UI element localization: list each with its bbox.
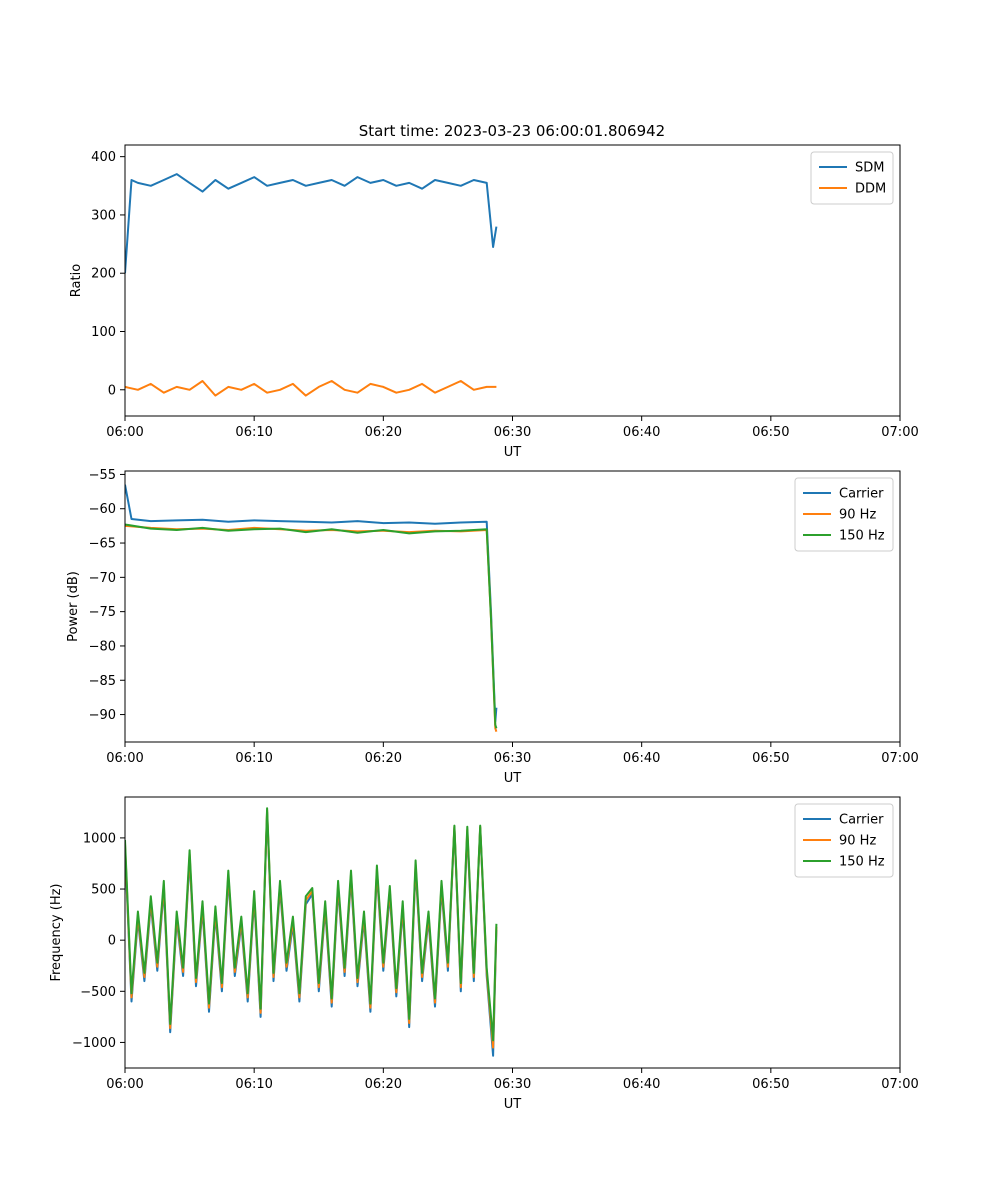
chart-panel-3: 06:00 06:10 06:20 06:30 06:40 06:50 07:00 1000 5…	[49, 796, 919, 1112]
x-tick-label: 06:40	[623, 751, 660, 766]
chart-panel-2: 06:00 06:10 06:20 06:30 06:40 06:50 07:00 −55 −6…	[66, 468, 919, 786]
y-tick-label: 500	[91, 883, 116, 898]
x-tick-label: 06:30	[494, 1077, 531, 1092]
legend-box	[794, 477, 894, 552]
y-axis-label: Frequency (Hz)	[49, 883, 64, 981]
legend-box	[794, 803, 894, 878]
x-tick-label: 06:20	[365, 425, 402, 440]
legend-label: 150 Hz	[839, 529, 885, 544]
chart-title: Start time: 2023-03-23 06:00:01.806942	[359, 122, 665, 140]
x-tick-label: 07:00	[881, 751, 918, 766]
y-tick-label: −70	[89, 571, 116, 586]
x-tick-label: 06:00	[106, 1077, 143, 1092]
y-tick-label: −75	[89, 605, 116, 620]
x-tick-label: 06:30	[494, 425, 531, 440]
legend-label: Carrier	[839, 813, 884, 828]
x-axis-label: UT	[504, 445, 522, 460]
x-tick-label: 07:00	[881, 425, 918, 440]
y-tick-label: −500	[80, 985, 116, 1000]
y-tick-label: 400	[91, 150, 116, 165]
x-axis-label: UT	[504, 771, 522, 786]
y-axis-label: Ratio	[69, 264, 84, 297]
legend-label: SDM	[855, 161, 884, 176]
y-tick-label: −65	[89, 537, 116, 552]
legend-label: 90 Hz	[839, 834, 876, 849]
x-tick-label: 06:40	[623, 425, 660, 440]
y-tick-label: −90	[89, 708, 116, 723]
series-line-carrier	[125, 484, 498, 723]
y-tick-label: −60	[89, 502, 116, 517]
y-tick-label: −80	[89, 639, 116, 654]
y-tick-label: 200	[91, 267, 116, 282]
x-tick-label: 06:50	[752, 425, 789, 440]
y-tick-label: 0	[108, 383, 116, 398]
series-line-ddm	[125, 380, 497, 397]
x-tick-label: 06:20	[365, 751, 402, 766]
x-tick-label: 06:30	[494, 751, 531, 766]
legend: SDM DDM	[810, 151, 894, 205]
legend-box	[810, 151, 894, 205]
series-line-sdm	[125, 173, 498, 274]
y-tick-label: 1000	[83, 831, 116, 846]
x-axis-label: UT	[504, 1097, 522, 1112]
x-tick-label: 06:10	[235, 751, 272, 766]
legend: Carrier 90 Hz 150 Hz	[794, 803, 894, 878]
x-tick-label: 06:50	[752, 1077, 789, 1092]
x-tick-label: 07:00	[881, 1077, 918, 1092]
legend-label: Carrier	[839, 487, 884, 502]
x-tick-label: 06:00	[106, 425, 143, 440]
y-tick-label: −55	[89, 468, 116, 483]
y-tick-label: −85	[89, 674, 116, 689]
series-line-150-hz	[125, 523, 498, 729]
series-line-150-hz	[125, 807, 498, 1042]
x-tick-label: 06:10	[235, 425, 272, 440]
x-tick-label: 06:00	[106, 751, 143, 766]
legend-label: 90 Hz	[839, 508, 876, 523]
legend-label: 150 Hz	[839, 855, 885, 870]
y-tick-label: 100	[91, 325, 116, 340]
y-tick-label: −1000	[72, 1036, 116, 1051]
y-tick-label: 0	[108, 934, 116, 949]
x-tick-label: 06:20	[365, 1077, 402, 1092]
x-tick-label: 06:50	[752, 751, 789, 766]
chart-panel-1: 06:00 06:10 06:20 06:30 06:40 06:50 07:00 0 100 2…	[69, 144, 919, 460]
legend-label: DDM	[855, 182, 886, 197]
legend: Carrier 90 Hz 150 Hz	[794, 477, 894, 552]
y-tick-label: 300	[91, 208, 116, 223]
panels: 06:00 06:10 06:20 06:30 06:40 06:50 07:00 0 100 2…	[49, 144, 919, 1112]
x-tick-label: 06:10	[235, 1077, 272, 1092]
x-tick-label: 06:40	[623, 1077, 660, 1092]
y-axis-label: Power (dB)	[66, 571, 81, 642]
